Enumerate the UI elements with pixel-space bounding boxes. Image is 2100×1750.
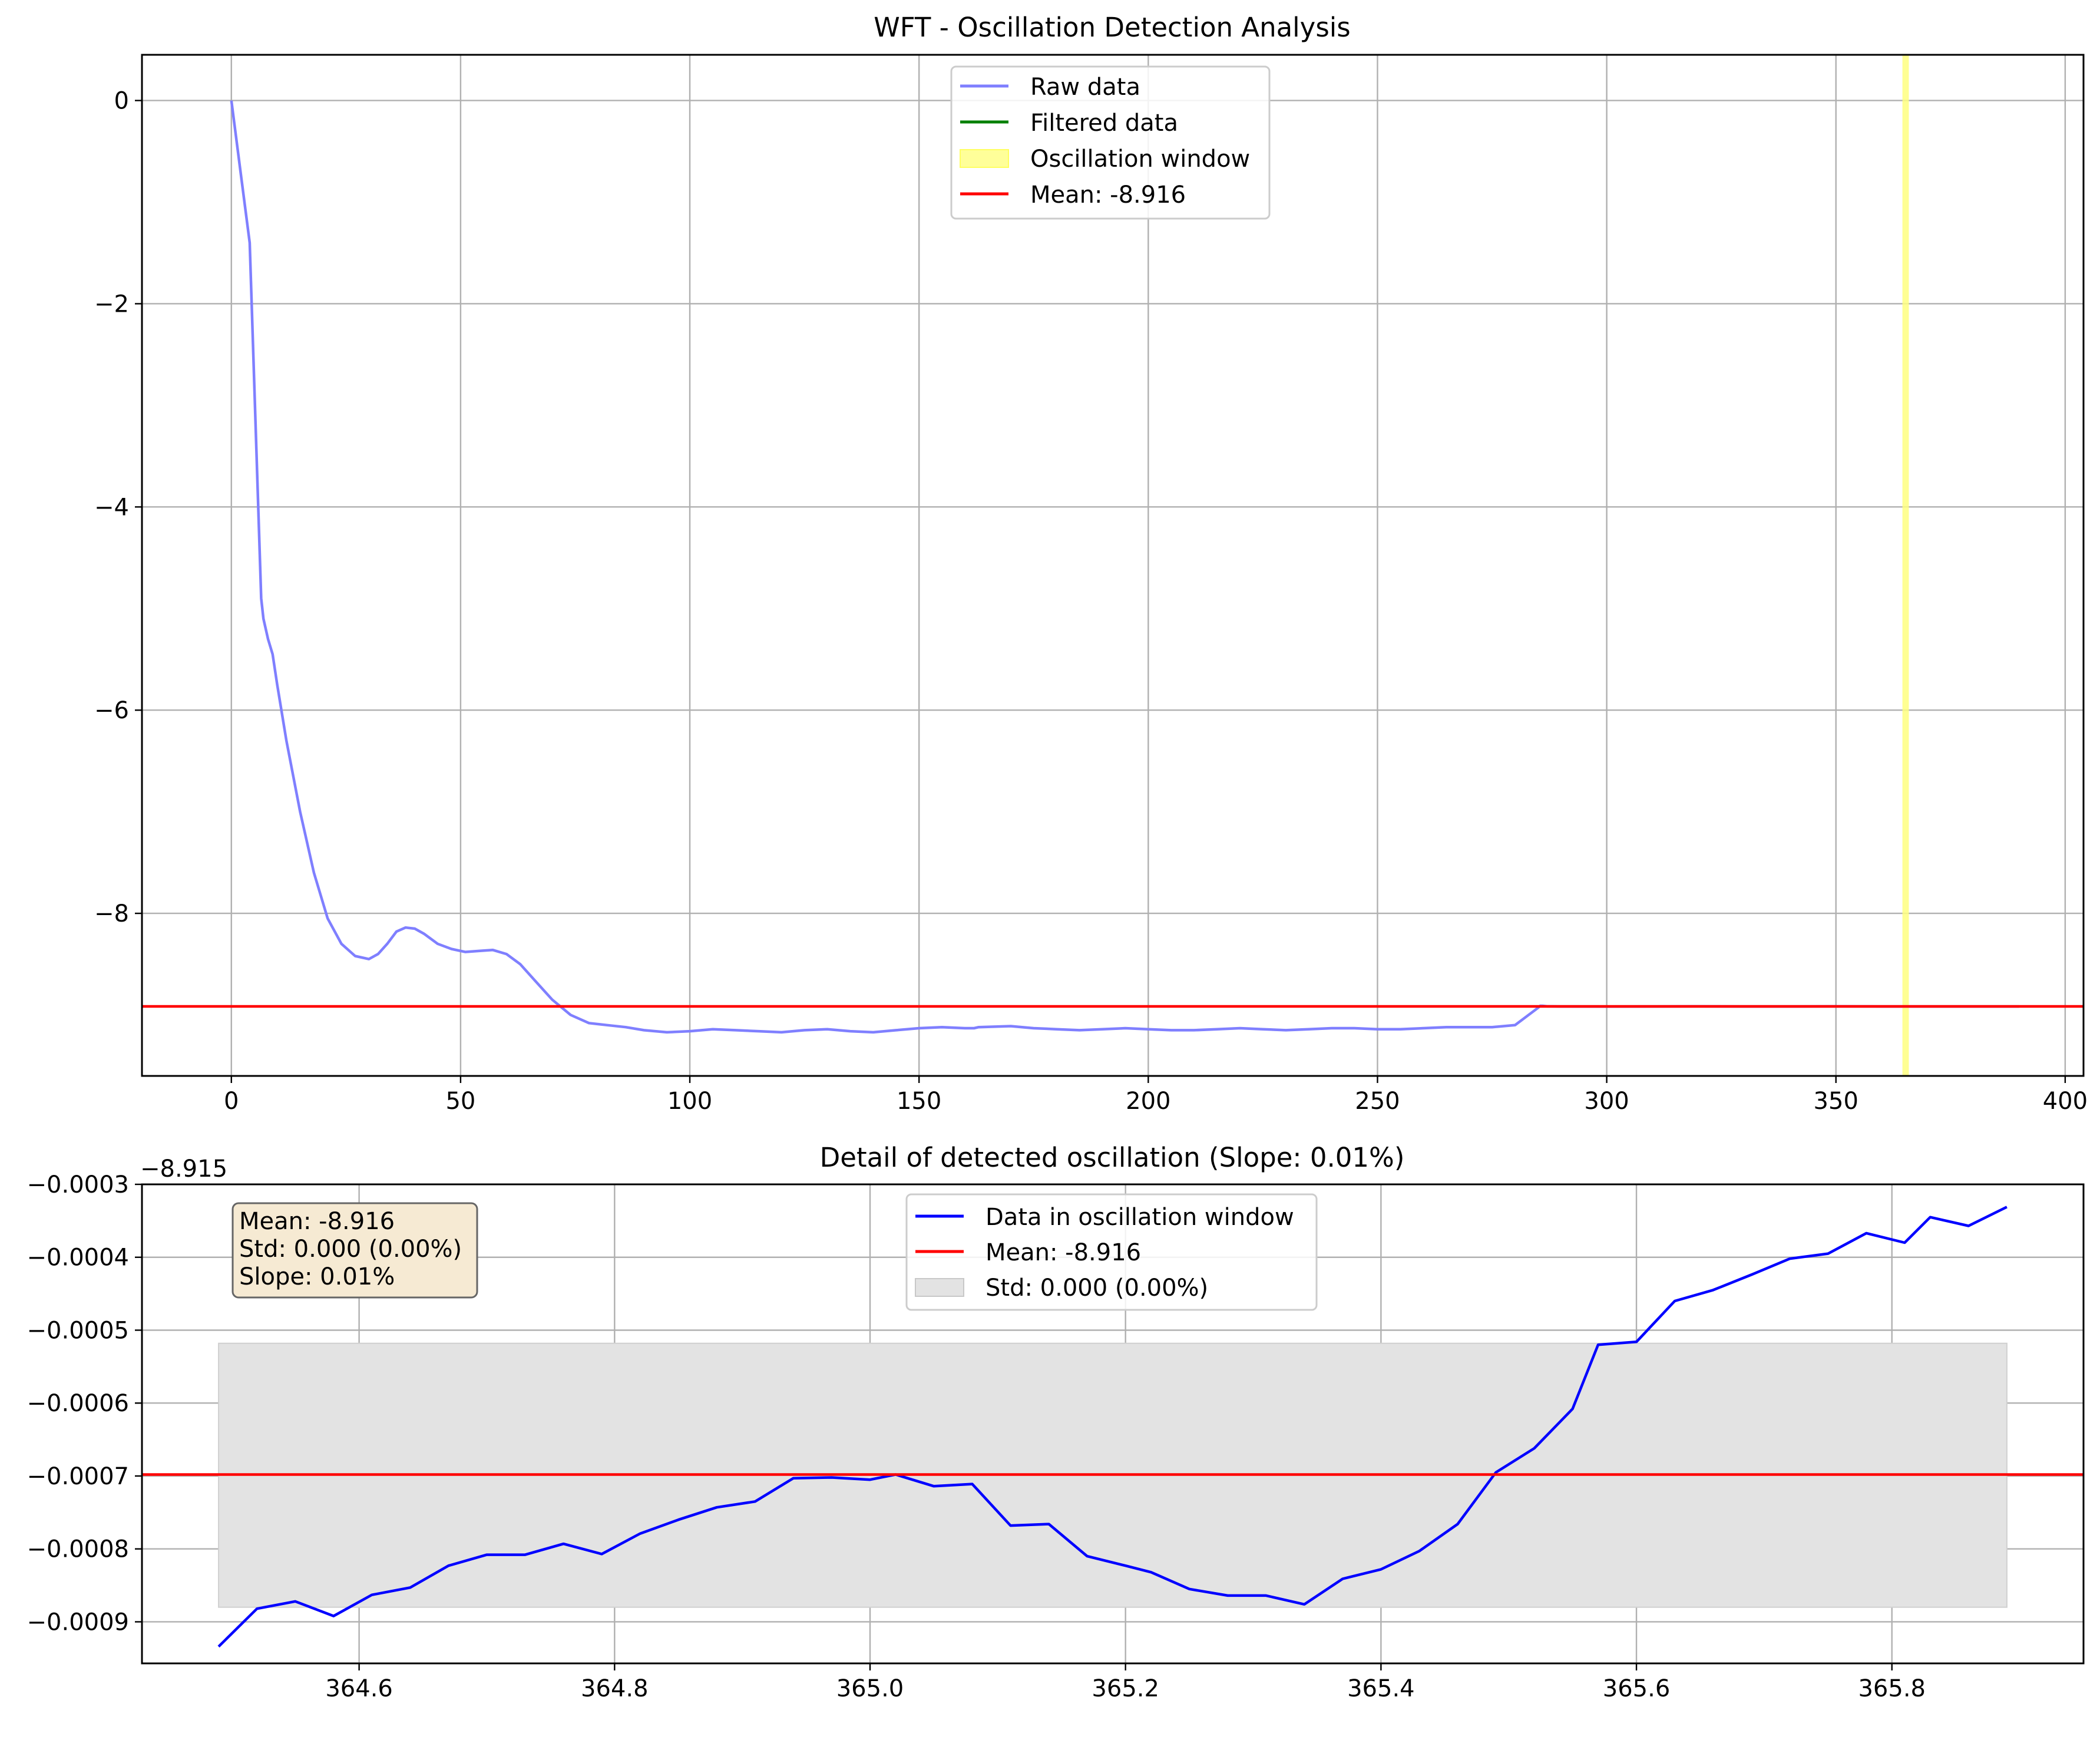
bottom-x-ticks: 364.6 364.8 365.0 365.2 365.4 365.6 365.8 xyxy=(325,1663,1926,1702)
stats-box-frame xyxy=(232,1202,478,1299)
x-tick-label: 150 xyxy=(897,1088,941,1115)
legend-mean-label: Mean: -8.916 xyxy=(1030,181,1186,209)
legend-detail-mean-label: Mean: -8.916 xyxy=(985,1239,1141,1266)
oscillation-window-band xyxy=(1902,55,1909,1076)
y-tick-label: −0.0006 xyxy=(27,1390,129,1417)
y-tick-label: −0.0005 xyxy=(27,1317,129,1344)
top-legend-box xyxy=(950,65,1271,220)
bottom-y-ticks: −0.0003 −0.0004 −0.0005 −0.0006 −0.0007 −0.00… xyxy=(27,1171,142,1636)
oscillation-window-rect xyxy=(1902,55,1909,1076)
y-tick-label: −6 xyxy=(94,697,129,724)
x-tick-label: 365.4 xyxy=(1347,1675,1415,1702)
x-tick-label: 350 xyxy=(1814,1088,1858,1115)
bottom-plot-frame xyxy=(141,1183,2085,1665)
top-chart-title: WFT - Oscillation Detection Analysis xyxy=(874,12,1350,43)
y-tick-label: −4 xyxy=(94,494,129,521)
legend-oscillation-window-swatch xyxy=(960,149,1009,168)
x-tick-label: 200 xyxy=(1126,1088,1170,1115)
legend-std-label: Std: 0.000 (0.00%) xyxy=(985,1274,1208,1302)
top-x-ticks: 0 50 100 150 200 250 300 350 400 xyxy=(224,1076,2088,1115)
stats-slope-text: Slope: 0.01% xyxy=(239,1263,395,1290)
stats-box: Mean: -8.916 Std: 0.000 (0.00%) Slope: 0… xyxy=(232,1202,478,1299)
top-y-ticks: 0 −2 −4 −6 −8 xyxy=(94,88,142,927)
x-tick-label: 365.2 xyxy=(1092,1675,1159,1702)
top-chart: WFT - Oscillation Detection Analysis 0 50… xyxy=(94,12,2088,1115)
x-tick-label: 0 xyxy=(224,1088,239,1115)
bottom-chart: Detail of detected oscillation (Slope: 0… xyxy=(27,1142,2085,1702)
x-tick-label: 50 xyxy=(445,1088,475,1115)
x-tick-label: 400 xyxy=(2043,1088,2088,1115)
stats-mean-text: Mean: -8.916 xyxy=(239,1208,395,1235)
y-tick-label: −8 xyxy=(94,900,129,927)
x-tick-label: 365.0 xyxy=(836,1675,904,1702)
bottom-legend: Data in oscillation window Mean: -8.916 … xyxy=(905,1193,1318,1311)
x-tick-label: 250 xyxy=(1355,1088,1400,1115)
y-tick-label: −0.0008 xyxy=(27,1536,129,1563)
legend-raw-data-label: Raw data xyxy=(1030,74,1140,101)
top-legend: Raw data Filtered data Oscillation windo… xyxy=(950,65,1271,220)
y-tick-label: −0.0009 xyxy=(27,1609,129,1636)
raw-data-line xyxy=(230,100,2019,1034)
top-grid xyxy=(142,55,2084,1076)
y-tick-label: −0.0004 xyxy=(27,1244,129,1272)
x-tick-label: 364.8 xyxy=(581,1675,649,1702)
legend-window-data-label: Data in oscillation window xyxy=(985,1204,1294,1231)
legend-oscillation-window-label: Oscillation window xyxy=(1030,146,1250,173)
bottom-y-offset-label: −8.915 xyxy=(140,1155,227,1183)
top-plot-frame xyxy=(141,54,2085,1077)
window-data-line xyxy=(217,1206,2008,1648)
x-tick-label: 364.6 xyxy=(325,1675,393,1702)
x-tick-label: 300 xyxy=(1584,1088,1629,1115)
y-tick-label: 0 xyxy=(114,88,129,115)
y-tick-label: −0.0007 xyxy=(27,1463,129,1490)
bottom-chart-title: Detail of detected oscillation (Slope: 0… xyxy=(820,1142,1405,1173)
legend-std-swatch xyxy=(915,1278,964,1297)
x-tick-label: 365.6 xyxy=(1603,1675,1671,1702)
y-tick-label: −0.0003 xyxy=(27,1171,129,1198)
stats-std-text: Std: 0.000 (0.00%) xyxy=(239,1236,462,1263)
legend-filtered-data-label: Filtered data xyxy=(1030,110,1178,137)
x-tick-label: 100 xyxy=(667,1088,712,1115)
y-tick-label: −2 xyxy=(94,290,129,318)
x-tick-label: 365.8 xyxy=(1858,1675,1926,1702)
top-series-layer xyxy=(142,100,2084,1034)
bottom-series-layer xyxy=(142,1206,2084,1648)
bottom-legend-box xyxy=(905,1193,1318,1311)
